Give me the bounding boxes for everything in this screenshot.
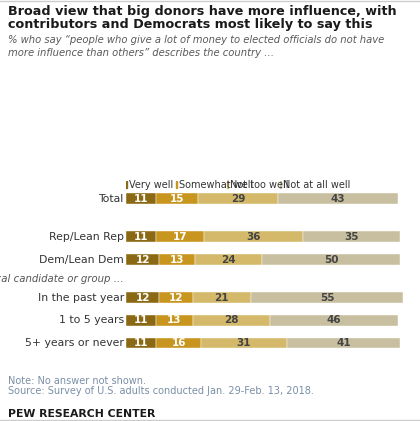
- Text: contributors and Democrats most likely to say this: contributors and Democrats most likely t…: [8, 18, 373, 31]
- Bar: [126, 338, 157, 349]
- Text: 28: 28: [224, 315, 239, 325]
- Text: Contributed money to a political candidate or group …: Contributed money to a political candida…: [0, 274, 124, 283]
- Bar: [270, 315, 398, 325]
- Text: 36: 36: [246, 232, 261, 242]
- Bar: [280, 181, 281, 188]
- Text: 55: 55: [320, 293, 334, 303]
- Text: 17: 17: [173, 232, 187, 242]
- Bar: [287, 338, 400, 349]
- Text: 41: 41: [336, 338, 351, 348]
- Bar: [126, 232, 157, 242]
- Text: 13: 13: [170, 255, 184, 264]
- Text: Broad view that big donors have more influence, with: Broad view that big donors have more inf…: [8, 5, 397, 18]
- Bar: [159, 292, 192, 303]
- Bar: [157, 193, 198, 204]
- Bar: [126, 181, 127, 188]
- Bar: [198, 193, 278, 204]
- Text: 11: 11: [134, 338, 149, 348]
- Text: 50: 50: [324, 255, 339, 264]
- Text: 12: 12: [169, 293, 183, 303]
- Text: Note: No answer not shown.: Note: No answer not shown.: [8, 376, 147, 386]
- Text: Not at all well: Not at all well: [283, 180, 350, 190]
- Text: 16: 16: [171, 338, 186, 348]
- Text: Very well: Very well: [129, 180, 173, 190]
- Bar: [192, 292, 251, 303]
- Text: 43: 43: [331, 194, 345, 204]
- Text: 29: 29: [231, 194, 245, 204]
- Bar: [251, 292, 403, 303]
- Bar: [126, 292, 159, 303]
- Text: 24: 24: [221, 255, 236, 264]
- Text: Dem/Lean Dem: Dem/Lean Dem: [39, 255, 124, 264]
- Bar: [201, 338, 287, 349]
- Text: Rep/Lean Rep: Rep/Lean Rep: [49, 232, 124, 242]
- Text: Somewhat well: Somewhat well: [179, 180, 253, 190]
- Bar: [176, 181, 177, 188]
- Text: In the past year: In the past year: [37, 293, 124, 303]
- Bar: [126, 193, 157, 204]
- Bar: [157, 338, 201, 349]
- Text: 11: 11: [134, 232, 149, 242]
- Text: 46: 46: [327, 315, 341, 325]
- Text: 12: 12: [135, 293, 150, 303]
- Bar: [278, 193, 398, 204]
- Text: 11: 11: [134, 194, 149, 204]
- Bar: [262, 254, 400, 265]
- Text: 31: 31: [236, 338, 251, 348]
- Text: 11: 11: [134, 315, 149, 325]
- Text: 12: 12: [135, 255, 150, 264]
- Bar: [157, 232, 204, 242]
- Bar: [227, 181, 228, 188]
- Bar: [195, 254, 262, 265]
- Text: 21: 21: [214, 293, 229, 303]
- Text: PEW RESEARCH CENTER: PEW RESEARCH CENTER: [8, 409, 156, 419]
- Text: 35: 35: [345, 232, 359, 242]
- Bar: [157, 315, 192, 325]
- Text: Source: Survey of U.S. adults conducted Jan. 29-Feb. 13, 2018.: Source: Survey of U.S. adults conducted …: [8, 386, 314, 397]
- Text: 13: 13: [167, 315, 182, 325]
- Text: Total: Total: [99, 194, 124, 204]
- Text: % who say “people who give a lot of money to elected officials do not have
more : % who say “people who give a lot of mone…: [8, 35, 385, 58]
- Text: 15: 15: [170, 194, 184, 204]
- Bar: [192, 315, 270, 325]
- Bar: [126, 315, 157, 325]
- Bar: [303, 232, 400, 242]
- Text: 1 to 5 years: 1 to 5 years: [59, 315, 124, 325]
- Bar: [159, 254, 195, 265]
- Bar: [204, 232, 303, 242]
- Bar: [126, 254, 159, 265]
- Text: 5+ years or never: 5+ years or never: [25, 338, 124, 348]
- Text: Not too well: Not too well: [231, 180, 289, 190]
